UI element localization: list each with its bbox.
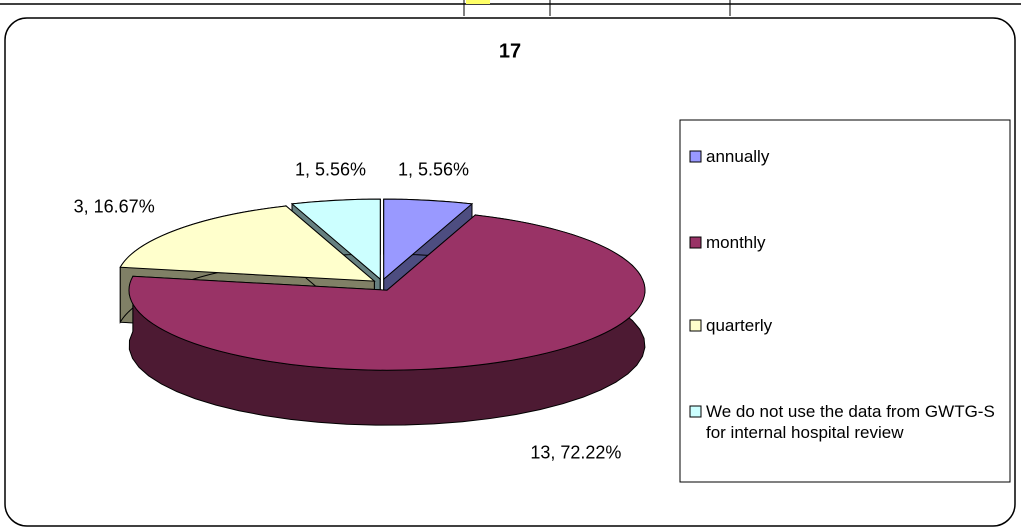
legend-item: quarterly — [706, 316, 773, 335]
data-label: 1, 5.56% — [295, 159, 366, 179]
data-label: 3, 16.67% — [74, 196, 155, 216]
legend-item: We do not use the data from GWTG-S for i… — [706, 402, 995, 442]
data-label: 1, 5.56% — [398, 159, 469, 179]
slice-top — [290, 198, 381, 281]
legend-swatch — [689, 150, 702, 163]
table-cell — [466, 0, 490, 4]
legend-item: monthly — [706, 233, 766, 252]
legend-label: monthly — [706, 233, 766, 252]
legend-swatch — [689, 236, 702, 249]
legend-box — [679, 119, 1011, 483]
slice-top — [128, 214, 646, 371]
data-label: 13, 72.22% — [530, 442, 621, 462]
legend-label: We do not use the data from GWTG-S for i… — [706, 402, 995, 442]
legend-label: annually — [706, 147, 770, 166]
legend-item: annually — [706, 147, 770, 166]
slice-top — [119, 205, 376, 282]
slice-top — [383, 198, 474, 281]
legend-swatch — [689, 319, 702, 332]
pie — [119, 198, 646, 426]
legend-label: quarterly — [706, 316, 773, 335]
legend-swatch — [689, 405, 702, 418]
chart-title: 17 — [499, 40, 521, 62]
